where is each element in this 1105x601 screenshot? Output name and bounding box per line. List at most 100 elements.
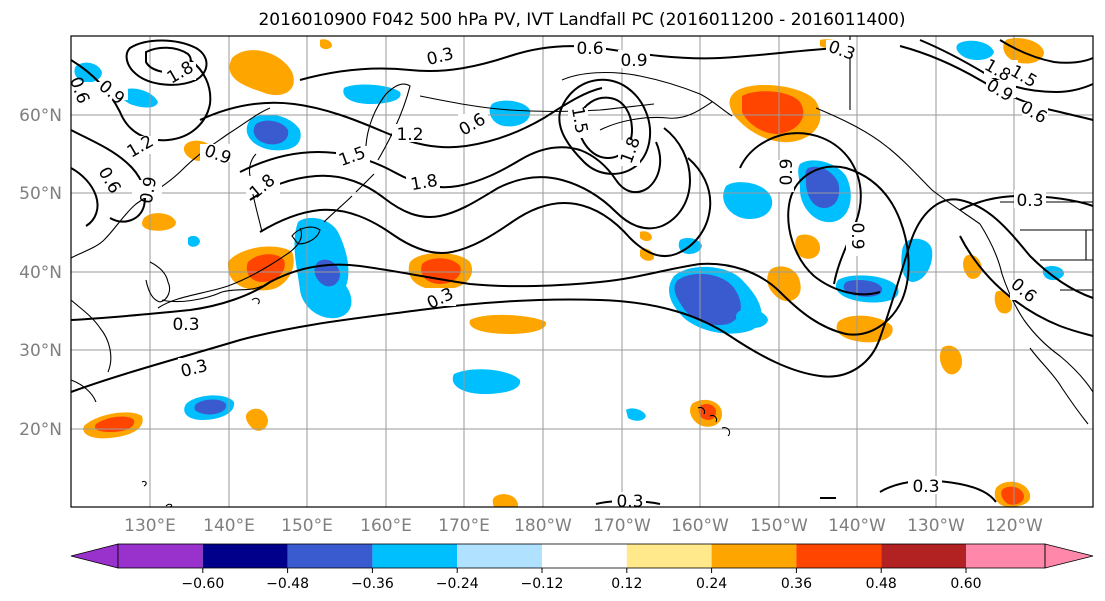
coastline-alaska	[561, 72, 733, 131]
pv-contour	[879, 479, 997, 503]
positive-anomaly-region	[245, 408, 268, 431]
colorbar-tick-label: −0.48	[266, 576, 309, 592]
negative-anomaly-region	[1042, 266, 1064, 281]
negative-anomaly-region	[805, 166, 840, 208]
colorbar-tick-label: 0.60	[950, 576, 981, 592]
negative-anomaly-region	[736, 309, 768, 328]
lon-label: 170°W	[593, 516, 651, 536]
lon-label: 160°W	[671, 516, 729, 536]
colorbar-tick-label: −0.60	[181, 576, 224, 592]
contour-label: 0.9	[137, 175, 161, 205]
pv-contour	[259, 157, 712, 257]
colorbar-segment	[118, 544, 203, 568]
coastline-honshu-south	[161, 285, 263, 303]
lon-label: 180°W	[514, 516, 572, 536]
negative-anomaly-region	[626, 408, 646, 421]
longitude-labels: 130°E 140°E 150°E 160°E 170°E 180°W 170°…	[124, 516, 1043, 536]
colorbar-segment	[881, 544, 966, 568]
pv-contour	[959, 235, 1094, 337]
contour-label: 0.3	[172, 315, 199, 335]
colorbar: −0.60 −0.48 −0.36 −0.24 −0.12 0.12 0.24 …	[70, 543, 1094, 592]
pv-contour	[70, 167, 99, 227]
colorbar-segment	[542, 544, 627, 568]
lat-label: 40°N	[19, 263, 62, 283]
latitude-labels: 60°N 50°N 40°N 30°N 20°N	[19, 106, 62, 440]
colorbar-segment	[796, 544, 882, 568]
lat-label: 60°N	[19, 106, 62, 126]
positive-anomaly-region	[640, 231, 652, 241]
colorbar-segment	[457, 544, 542, 568]
negative-anomaly-region	[956, 40, 994, 60]
colorbar-segment	[711, 544, 797, 568]
colorbar-extend-low	[70, 543, 119, 569]
colorbar-tick-label: −0.36	[351, 576, 394, 592]
pv-contour	[999, 39, 1094, 64]
contour-label: 0.6	[576, 39, 603, 59]
lon-label: 140°E	[203, 516, 255, 536]
colorbar-segment	[202, 544, 288, 568]
positive-anomaly-region	[963, 254, 982, 279]
colorbar-segment	[966, 544, 1045, 568]
lon-label: 120°W	[985, 516, 1043, 536]
colorbar-tick-label: −0.12	[521, 576, 564, 592]
lon-label: 170°E	[438, 516, 490, 536]
lon-label: 140°W	[828, 516, 886, 536]
state-borders	[1020, 229, 1093, 291]
positive-anomaly-region	[767, 266, 801, 302]
coastline-japan	[157, 227, 303, 309]
contour-label: 1.5	[567, 105, 591, 135]
pv-contour	[299, 45, 841, 81]
colorbar-segment	[626, 544, 712, 568]
pv-contour	[199, 87, 603, 149]
pv-contours	[70, 39, 1094, 505]
pv-contour	[70, 198, 1094, 393]
contour-label: 0.9	[620, 51, 647, 71]
negative-anomaly-region	[188, 235, 200, 247]
lat-label: 30°N	[19, 341, 62, 361]
coastline-korea	[145, 261, 171, 303]
colorbar-tick-label: 0.24	[696, 576, 727, 592]
positive-anomaly-region	[994, 290, 1012, 314]
coastline-bc	[815, 107, 981, 225]
positive-anomaly-region	[836, 315, 893, 343]
positive-anomaly-region	[640, 248, 654, 261]
coastline-baja	[1029, 347, 1089, 425]
positive-anomaly-region	[939, 345, 962, 375]
negative-anomaly-region	[121, 88, 158, 108]
coastline-aleutians	[419, 95, 655, 113]
colorbar-tick-label: 0.12	[611, 576, 642, 592]
positive-anomaly-region	[492, 494, 518, 507]
negative-anomaly-region	[253, 120, 289, 145]
positive-anomaly-region	[229, 50, 294, 96]
figure-title: 2016010900 F042 500 hPa PV, IVT Landfall…	[258, 10, 905, 30]
pv-contour	[70, 165, 910, 336]
positive-anomaly-region	[1001, 486, 1024, 505]
contour-label: 1.8	[409, 171, 439, 195]
contour-label: 0.3	[1016, 191, 1043, 211]
negative-anomaly-region	[674, 273, 741, 326]
pv-contour	[249, 127, 692, 230]
coastline-us-west	[979, 223, 1094, 393]
colorbar-segment	[372, 544, 458, 568]
contour-label: 0.3	[912, 477, 939, 497]
colorbar-extend-high	[1044, 543, 1094, 569]
coastline-hokkaido	[291, 226, 321, 245]
colorbar-tick-label: −0.24	[436, 576, 479, 592]
negative-anomaly-region	[489, 100, 531, 127]
lat-label: 20°N	[19, 420, 62, 440]
colorbar-segment	[287, 544, 373, 568]
negative-anomaly-region	[452, 369, 521, 394]
coastline-china	[70, 299, 112, 403]
lon-label: 160°E	[360, 516, 412, 536]
coastline-hawaii	[697, 406, 731, 437]
positive-anomaly-region	[320, 39, 332, 49]
negative-anomaly-region	[194, 399, 227, 415]
contour-label: 0.9	[777, 158, 797, 185]
map-panel: 0.3 0.6 0.9 1.2 1.5 1.8 0.6 1.5 1.8 1.8 …	[65, 35, 1094, 512]
pv-contour	[239, 141, 662, 194]
contour-label: 0.3	[616, 492, 643, 512]
coastline-kurils	[323, 173, 375, 223]
positive-anomaly-region	[94, 416, 135, 432]
positive-anomaly-region	[469, 314, 547, 334]
